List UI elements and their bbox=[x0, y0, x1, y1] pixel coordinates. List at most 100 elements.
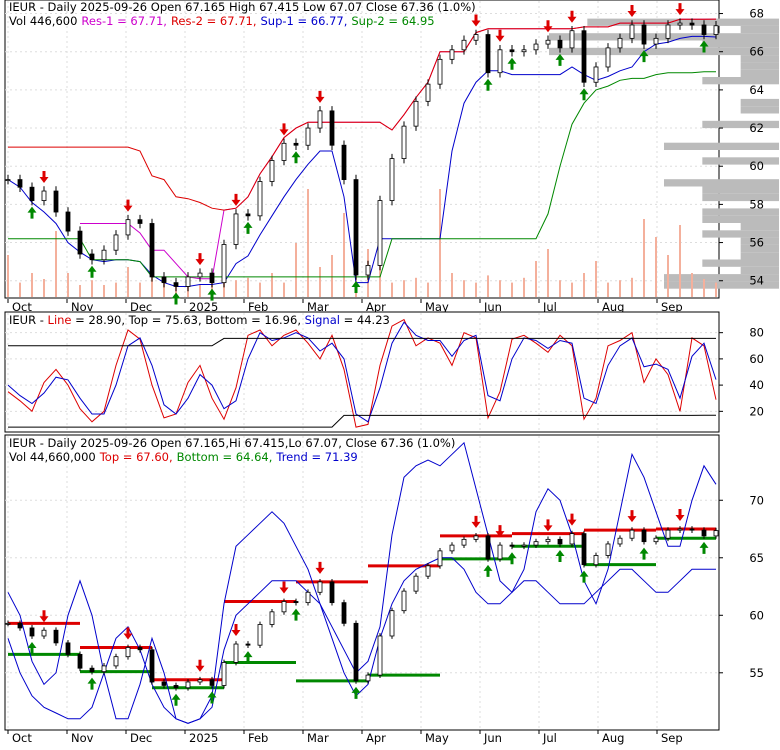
candle-body bbox=[713, 25, 719, 35]
y-tick-label: 60 bbox=[749, 159, 764, 173]
sell-arrow bbox=[39, 610, 49, 623]
volume-bar bbox=[631, 277, 633, 297]
candle-body bbox=[161, 276, 167, 284]
candle-body bbox=[617, 537, 623, 545]
candle-body bbox=[41, 190, 47, 201]
volume-bar bbox=[67, 273, 69, 297]
buy-arrow bbox=[171, 292, 181, 305]
candle-body bbox=[545, 538, 551, 543]
band-line bbox=[8, 71, 716, 278]
y-tick-label: 58 bbox=[749, 197, 764, 211]
candle-body bbox=[257, 624, 263, 646]
x-tick-label: Jul bbox=[542, 731, 557, 745]
volume-profile-bar bbox=[664, 179, 779, 187]
y-tick-label: 62 bbox=[749, 121, 764, 135]
volume-bar bbox=[571, 282, 573, 297]
header-part: Line bbox=[48, 313, 72, 327]
buy-arrow bbox=[483, 564, 493, 577]
candle-body bbox=[677, 22, 683, 26]
header-part: Top = 67.60, bbox=[99, 450, 173, 464]
sell-arrow bbox=[495, 525, 505, 538]
candle-body bbox=[221, 244, 227, 284]
candle-body bbox=[29, 627, 35, 637]
volume-bar bbox=[271, 273, 273, 297]
x-tick-label: Sep bbox=[661, 300, 683, 314]
stochastic-panel: IEUR - Line = 28.90, Top = 75.63, Bottom… bbox=[4, 311, 764, 433]
candle-body bbox=[29, 186, 35, 201]
y-tick-label: 60 bbox=[749, 608, 764, 622]
volume-bar bbox=[247, 277, 249, 297]
candle-body bbox=[365, 265, 371, 276]
candle-body bbox=[65, 211, 71, 232]
y-tick-label: 70 bbox=[749, 493, 764, 507]
candle-body bbox=[305, 591, 311, 604]
volume-bar bbox=[619, 280, 621, 297]
volume-bar bbox=[547, 249, 549, 297]
buy-arrow bbox=[351, 686, 361, 699]
volume-bar bbox=[199, 285, 201, 297]
candle-body bbox=[149, 223, 155, 278]
volume-profile-bar bbox=[702, 208, 779, 216]
price-header-line2: Vol 446,600 Res-1 = 67.71, Res-2 = 67.71, S… bbox=[9, 14, 435, 28]
buy-arrow bbox=[507, 552, 517, 565]
candle-body bbox=[545, 39, 551, 45]
candle-body bbox=[197, 272, 203, 278]
volume-profile-bar bbox=[740, 223, 779, 231]
price-x-axis: Oct Nov Dec 2025 Feb Mar Apr May Jun Jul Aug Sep bbox=[7, 299, 683, 314]
y-tick-label: 40 bbox=[749, 378, 764, 392]
volume-profile-bar bbox=[702, 157, 779, 165]
buy-arrow bbox=[639, 547, 649, 560]
candle-body bbox=[557, 538, 563, 545]
volume-bar bbox=[283, 282, 285, 297]
price-panel: IEUR - Daily 2025-09-26 Open 67.165 High… bbox=[4, 0, 779, 314]
stochastic-y-axis: 20 40 60 80 bbox=[719, 326, 764, 418]
candle-body bbox=[401, 125, 407, 159]
volume-profile-bar bbox=[664, 142, 779, 150]
sell-arrow bbox=[543, 519, 553, 532]
x-tick-label: Mar bbox=[307, 731, 329, 745]
candle-body bbox=[89, 253, 95, 261]
sell-arrow bbox=[627, 4, 637, 17]
x-tick-label: Aug bbox=[602, 300, 624, 314]
header-part: = 44.23 bbox=[340, 313, 390, 327]
candle-body bbox=[629, 529, 635, 539]
volume-bar bbox=[703, 279, 705, 297]
volume-bar bbox=[679, 225, 681, 297]
volume-profile-bar bbox=[702, 215, 779, 223]
stochastic-line-line bbox=[7, 318, 717, 428]
candle-body bbox=[125, 647, 131, 658]
candle-body bbox=[641, 529, 647, 543]
volume-bar bbox=[343, 213, 345, 297]
candle-body bbox=[641, 24, 647, 45]
volume-profile bbox=[549, 18, 779, 289]
x-tick-label: Feb bbox=[248, 731, 268, 745]
stochastic-bottom-line bbox=[8, 414, 716, 428]
volume-bar bbox=[115, 282, 117, 297]
candle-body bbox=[125, 219, 131, 236]
candle-body bbox=[77, 230, 83, 255]
volume-profile-bar bbox=[740, 62, 779, 70]
volume-bar bbox=[31, 273, 33, 297]
x-tick-label: Nov bbox=[71, 731, 94, 745]
volume-bar bbox=[583, 273, 585, 297]
sell-arrow bbox=[39, 171, 49, 184]
buy-arrow bbox=[699, 541, 709, 554]
sell-arrow bbox=[567, 513, 577, 526]
y-tick-label: 55 bbox=[749, 666, 764, 680]
candle-body bbox=[41, 629, 47, 637]
volume-bar bbox=[91, 280, 93, 297]
sell-arrow bbox=[675, 509, 685, 522]
volume-bar bbox=[19, 282, 21, 297]
candle-body bbox=[173, 685, 179, 689]
buy-arrow bbox=[351, 281, 361, 294]
price-panel-frame bbox=[4, 0, 720, 299]
x-tick-label: May bbox=[425, 731, 449, 745]
header-part: Vol 446,600 bbox=[9, 14, 77, 28]
candle-body bbox=[533, 541, 539, 546]
volume-bar bbox=[487, 275, 489, 297]
volume-bar bbox=[259, 282, 261, 297]
trend-header-line2: Vol 44,660,000 Top = 67.60, Bottom = 64.64… bbox=[9, 450, 358, 464]
candle-body bbox=[509, 49, 515, 53]
volume-bar bbox=[331, 255, 333, 297]
candle-body bbox=[461, 39, 467, 51]
